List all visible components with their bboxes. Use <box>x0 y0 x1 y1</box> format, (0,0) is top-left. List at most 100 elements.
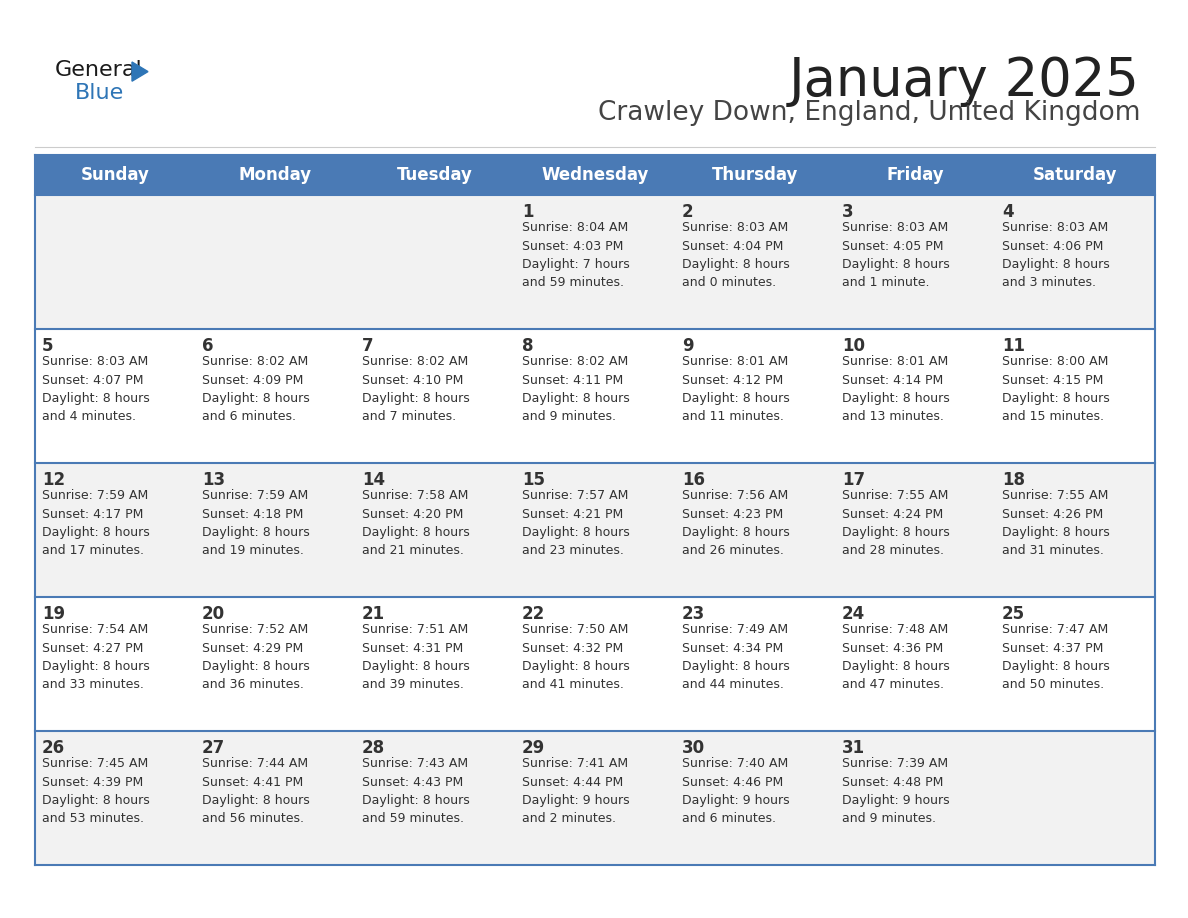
Bar <box>34 329 195 463</box>
Text: Sunrise: 8:03 AM
Sunset: 4:05 PM
Daylight: 8 hours
and 1 minute.: Sunrise: 8:03 AM Sunset: 4:05 PM Dayligh… <box>842 221 949 289</box>
Text: Sunrise: 8:00 AM
Sunset: 4:15 PM
Daylight: 8 hours
and 15 minutes.: Sunrise: 8:00 AM Sunset: 4:15 PM Dayligh… <box>1001 355 1110 423</box>
Text: 7: 7 <box>362 337 373 355</box>
Text: 1: 1 <box>522 203 533 221</box>
Text: Crawley Down, England, United Kingdom: Crawley Down, England, United Kingdom <box>598 100 1140 126</box>
Text: January 2025: January 2025 <box>789 55 1140 107</box>
Bar <box>195 329 355 463</box>
Bar <box>34 463 195 597</box>
Text: 15: 15 <box>522 471 545 489</box>
Text: Tuesday: Tuesday <box>397 166 473 184</box>
Text: Sunrise: 8:03 AM
Sunset: 4:04 PM
Daylight: 8 hours
and 0 minutes.: Sunrise: 8:03 AM Sunset: 4:04 PM Dayligh… <box>682 221 790 289</box>
Text: 24: 24 <box>842 605 865 623</box>
Text: Sunrise: 8:03 AM
Sunset: 4:07 PM
Daylight: 8 hours
and 4 minutes.: Sunrise: 8:03 AM Sunset: 4:07 PM Dayligh… <box>42 355 150 423</box>
Bar <box>34 731 195 865</box>
Text: Sunrise: 8:02 AM
Sunset: 4:11 PM
Daylight: 8 hours
and 9 minutes.: Sunrise: 8:02 AM Sunset: 4:11 PM Dayligh… <box>522 355 630 423</box>
Text: Sunrise: 7:45 AM
Sunset: 4:39 PM
Daylight: 8 hours
and 53 minutes.: Sunrise: 7:45 AM Sunset: 4:39 PM Dayligh… <box>42 757 150 825</box>
Text: Sunrise: 8:01 AM
Sunset: 4:12 PM
Daylight: 8 hours
and 11 minutes.: Sunrise: 8:01 AM Sunset: 4:12 PM Dayligh… <box>682 355 790 423</box>
Bar <box>675 463 835 597</box>
Bar <box>675 597 835 731</box>
Bar <box>675 195 835 329</box>
Text: 10: 10 <box>842 337 865 355</box>
Text: 18: 18 <box>1001 471 1025 489</box>
Text: 14: 14 <box>362 471 385 489</box>
Bar <box>34 597 195 731</box>
Text: Sunrise: 7:39 AM
Sunset: 4:48 PM
Daylight: 9 hours
and 9 minutes.: Sunrise: 7:39 AM Sunset: 4:48 PM Dayligh… <box>842 757 949 825</box>
Text: Sunrise: 8:01 AM
Sunset: 4:14 PM
Daylight: 8 hours
and 13 minutes.: Sunrise: 8:01 AM Sunset: 4:14 PM Dayligh… <box>842 355 949 423</box>
Text: Sunrise: 7:55 AM
Sunset: 4:24 PM
Daylight: 8 hours
and 28 minutes.: Sunrise: 7:55 AM Sunset: 4:24 PM Dayligh… <box>842 489 949 557</box>
Text: Sunrise: 7:43 AM
Sunset: 4:43 PM
Daylight: 8 hours
and 59 minutes.: Sunrise: 7:43 AM Sunset: 4:43 PM Dayligh… <box>362 757 469 825</box>
Polygon shape <box>132 62 148 81</box>
Bar <box>355 463 516 597</box>
Bar <box>516 195 675 329</box>
Text: 11: 11 <box>1001 337 1025 355</box>
Bar <box>355 731 516 865</box>
Bar <box>34 155 195 195</box>
Text: General: General <box>55 60 143 80</box>
Text: Sunrise: 7:41 AM
Sunset: 4:44 PM
Daylight: 9 hours
and 2 minutes.: Sunrise: 7:41 AM Sunset: 4:44 PM Dayligh… <box>522 757 630 825</box>
Text: Sunrise: 7:50 AM
Sunset: 4:32 PM
Daylight: 8 hours
and 41 minutes.: Sunrise: 7:50 AM Sunset: 4:32 PM Dayligh… <box>522 623 630 691</box>
Text: 17: 17 <box>842 471 865 489</box>
Text: Sunrise: 7:55 AM
Sunset: 4:26 PM
Daylight: 8 hours
and 31 minutes.: Sunrise: 7:55 AM Sunset: 4:26 PM Dayligh… <box>1001 489 1110 557</box>
Bar <box>516 463 675 597</box>
Bar <box>835 329 996 463</box>
Text: 26: 26 <box>42 739 65 757</box>
Text: 13: 13 <box>202 471 225 489</box>
Text: Sunrise: 7:44 AM
Sunset: 4:41 PM
Daylight: 8 hours
and 56 minutes.: Sunrise: 7:44 AM Sunset: 4:41 PM Dayligh… <box>202 757 310 825</box>
Bar <box>996 731 1155 865</box>
Text: Sunrise: 8:03 AM
Sunset: 4:06 PM
Daylight: 8 hours
and 3 minutes.: Sunrise: 8:03 AM Sunset: 4:06 PM Dayligh… <box>1001 221 1110 289</box>
Text: 30: 30 <box>682 739 706 757</box>
Text: Blue: Blue <box>75 83 125 103</box>
Text: Sunrise: 7:40 AM
Sunset: 4:46 PM
Daylight: 9 hours
and 6 minutes.: Sunrise: 7:40 AM Sunset: 4:46 PM Dayligh… <box>682 757 790 825</box>
Text: Thursday: Thursday <box>712 166 798 184</box>
Bar <box>34 195 195 329</box>
Bar <box>195 155 355 195</box>
Text: Sunrise: 8:04 AM
Sunset: 4:03 PM
Daylight: 7 hours
and 59 minutes.: Sunrise: 8:04 AM Sunset: 4:03 PM Dayligh… <box>522 221 630 289</box>
Text: 29: 29 <box>522 739 545 757</box>
Bar <box>675 731 835 865</box>
Bar <box>516 731 675 865</box>
Bar <box>675 155 835 195</box>
Text: 31: 31 <box>842 739 865 757</box>
Bar <box>835 155 996 195</box>
Text: Sunrise: 8:02 AM
Sunset: 4:09 PM
Daylight: 8 hours
and 6 minutes.: Sunrise: 8:02 AM Sunset: 4:09 PM Dayligh… <box>202 355 310 423</box>
Text: 12: 12 <box>42 471 65 489</box>
Bar <box>355 329 516 463</box>
Text: Sunrise: 7:51 AM
Sunset: 4:31 PM
Daylight: 8 hours
and 39 minutes.: Sunrise: 7:51 AM Sunset: 4:31 PM Dayligh… <box>362 623 469 691</box>
Bar <box>835 463 996 597</box>
Bar <box>195 597 355 731</box>
Bar <box>835 195 996 329</box>
Text: Friday: Friday <box>886 166 943 184</box>
Text: Sunrise: 7:52 AM
Sunset: 4:29 PM
Daylight: 8 hours
and 36 minutes.: Sunrise: 7:52 AM Sunset: 4:29 PM Dayligh… <box>202 623 310 691</box>
Bar <box>195 195 355 329</box>
Text: Saturday: Saturday <box>1032 166 1117 184</box>
Text: Sunrise: 7:59 AM
Sunset: 4:17 PM
Daylight: 8 hours
and 17 minutes.: Sunrise: 7:59 AM Sunset: 4:17 PM Dayligh… <box>42 489 150 557</box>
Text: Sunrise: 8:02 AM
Sunset: 4:10 PM
Daylight: 8 hours
and 7 minutes.: Sunrise: 8:02 AM Sunset: 4:10 PM Dayligh… <box>362 355 469 423</box>
Text: 27: 27 <box>202 739 226 757</box>
Text: 5: 5 <box>42 337 53 355</box>
Text: Sunrise: 7:54 AM
Sunset: 4:27 PM
Daylight: 8 hours
and 33 minutes.: Sunrise: 7:54 AM Sunset: 4:27 PM Dayligh… <box>42 623 150 691</box>
Bar <box>675 329 835 463</box>
Text: Sunrise: 7:47 AM
Sunset: 4:37 PM
Daylight: 8 hours
and 50 minutes.: Sunrise: 7:47 AM Sunset: 4:37 PM Dayligh… <box>1001 623 1110 691</box>
Text: Sunrise: 7:56 AM
Sunset: 4:23 PM
Daylight: 8 hours
and 26 minutes.: Sunrise: 7:56 AM Sunset: 4:23 PM Dayligh… <box>682 489 790 557</box>
Bar <box>516 155 675 195</box>
Bar <box>355 155 516 195</box>
Bar <box>355 597 516 731</box>
Text: Sunrise: 7:49 AM
Sunset: 4:34 PM
Daylight: 8 hours
and 44 minutes.: Sunrise: 7:49 AM Sunset: 4:34 PM Dayligh… <box>682 623 790 691</box>
Text: Sunrise: 7:48 AM
Sunset: 4:36 PM
Daylight: 8 hours
and 47 minutes.: Sunrise: 7:48 AM Sunset: 4:36 PM Dayligh… <box>842 623 949 691</box>
Text: 19: 19 <box>42 605 65 623</box>
Text: Sunrise: 7:58 AM
Sunset: 4:20 PM
Daylight: 8 hours
and 21 minutes.: Sunrise: 7:58 AM Sunset: 4:20 PM Dayligh… <box>362 489 469 557</box>
Text: Sunrise: 7:57 AM
Sunset: 4:21 PM
Daylight: 8 hours
and 23 minutes.: Sunrise: 7:57 AM Sunset: 4:21 PM Dayligh… <box>522 489 630 557</box>
Bar <box>996 195 1155 329</box>
Text: 25: 25 <box>1001 605 1025 623</box>
Bar <box>516 329 675 463</box>
Bar <box>516 597 675 731</box>
Bar <box>996 155 1155 195</box>
Text: 20: 20 <box>202 605 225 623</box>
Text: 2: 2 <box>682 203 694 221</box>
Text: Wednesday: Wednesday <box>542 166 649 184</box>
Text: Sunrise: 7:59 AM
Sunset: 4:18 PM
Daylight: 8 hours
and 19 minutes.: Sunrise: 7:59 AM Sunset: 4:18 PM Dayligh… <box>202 489 310 557</box>
Text: 4: 4 <box>1001 203 1013 221</box>
Bar <box>996 463 1155 597</box>
Bar <box>355 195 516 329</box>
Text: 6: 6 <box>202 337 214 355</box>
